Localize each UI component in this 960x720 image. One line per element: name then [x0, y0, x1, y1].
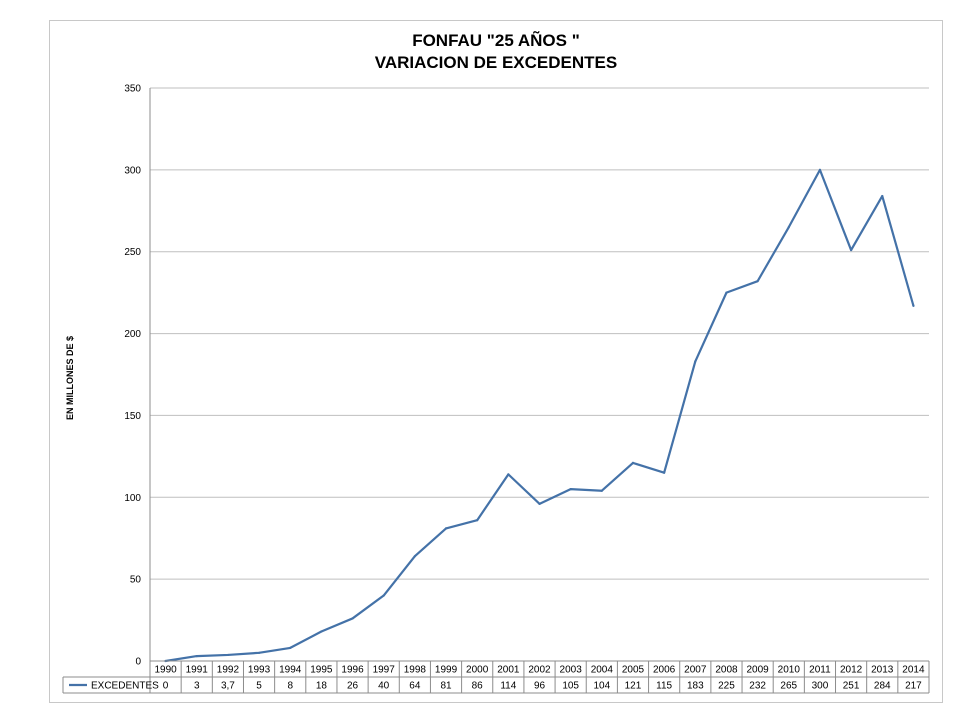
y-tick-label: 0: [135, 657, 141, 668]
chart-title-block: FONFAU "25 AÑOS " VARIACION DE EXCEDENTE…: [49, 30, 943, 74]
table-value: 0: [163, 681, 169, 692]
table-header-year: 2007: [684, 665, 707, 676]
table-value: 265: [780, 681, 797, 692]
y-tick-label: 250: [124, 247, 141, 258]
table-header-year: 2003: [560, 665, 583, 676]
table-value: 3,7: [221, 681, 235, 692]
table-header-year: 2010: [778, 665, 801, 676]
table-header-year: 2002: [528, 665, 551, 676]
chart-subtitle: VARIACION DE EXCEDENTES: [374, 53, 618, 72]
table-value: 183: [687, 681, 704, 692]
series-lines: [164, 168, 915, 663]
table-header-year: 1991: [186, 665, 209, 676]
data-table: 1990 1991 1992 1993 1994 1995 1996 1997 1998 1999…: [62, 660, 930, 694]
table-value: 64: [409, 681, 421, 692]
table-value: 81: [440, 681, 452, 692]
table-value: 284: [874, 681, 891, 692]
data-point: [538, 502, 541, 505]
data-point: [663, 471, 666, 474]
y-tick-label: 200: [124, 329, 141, 340]
data-point: [351, 617, 354, 620]
table-value: 121: [625, 681, 642, 692]
chart-frame: [49, 20, 943, 703]
table-header-year: 1992: [217, 665, 240, 676]
data-point: [507, 473, 510, 476]
table-value: 114: [500, 681, 516, 692]
table-value: 5: [256, 681, 262, 692]
table-header-year: 1996: [341, 665, 364, 676]
y-tick-label: 50: [130, 575, 142, 586]
data-point: [195, 654, 198, 658]
table-header-year: 2000: [466, 665, 489, 676]
table-value: 217: [905, 681, 922, 692]
table-header-year: 2011: [809, 665, 831, 676]
data-point: [382, 594, 385, 597]
table-header-year: 1998: [404, 665, 427, 676]
gridlines: [149, 87, 929, 662]
data-point: [725, 291, 728, 294]
chart-title: FONFAU "25 AÑOS ": [412, 31, 580, 50]
data-point: [787, 226, 790, 229]
table-header-year: 1994: [279, 665, 302, 676]
table-header-year: 2008: [715, 665, 738, 676]
table-value: 115: [656, 681, 672, 692]
table-value: 251: [843, 681, 860, 692]
table-value: 232: [749, 681, 766, 692]
data-point: [226, 653, 229, 657]
table-header-year: 1999: [435, 665, 458, 676]
table-header-year: 1990: [154, 665, 177, 676]
table-value: 26: [347, 681, 359, 692]
y-tick-label: 100: [124, 493, 141, 504]
table-header-year: 2013: [871, 665, 894, 676]
data-point: [600, 489, 603, 492]
table-value: 8: [287, 681, 293, 692]
data-point: [320, 630, 323, 633]
table-header-year: 1995: [310, 665, 333, 676]
table-header-year: 2006: [653, 665, 676, 676]
table-value: 96: [534, 681, 546, 692]
data-point: [694, 360, 697, 363]
table-value: 40: [378, 681, 390, 692]
table-value: 86: [472, 681, 484, 692]
data-point: [818, 168, 822, 171]
table-header-year: 1993: [248, 665, 271, 676]
data-point: [569, 488, 572, 491]
table-header-year: 1997: [373, 665, 396, 676]
table-header-year: 2014: [902, 665, 925, 676]
data-point: [476, 519, 479, 522]
data-point: [881, 194, 884, 198]
data-point: [756, 280, 759, 283]
table-header-year: 2004: [591, 665, 614, 676]
data-point: [912, 304, 915, 307]
y-tick-label: 300: [124, 165, 141, 176]
y-tick-label: 350: [124, 84, 141, 95]
data-point: [850, 248, 853, 252]
table-value: 300: [812, 681, 829, 692]
y-axis-ticks: 0 50 100 150 200 250 300 350: [124, 84, 141, 668]
table-value: 105: [562, 681, 579, 692]
data-point: [289, 646, 292, 650]
table-header-year: 2012: [840, 665, 863, 676]
y-tick-label: 150: [124, 411, 141, 422]
data-point: [631, 461, 635, 465]
table-value: 3: [194, 681, 200, 692]
table-header-year: 2001: [497, 665, 520, 676]
data-point: [444, 527, 448, 530]
legend-label: EXCEDENTES: [91, 681, 159, 692]
data-point: [413, 555, 416, 558]
y-axis-title: EN MILLONES DE $: [65, 336, 75, 420]
data-point: [257, 651, 261, 654]
table-value: 18: [316, 681, 328, 692]
table-value: 225: [718, 681, 735, 692]
table-header-year: 2005: [622, 665, 645, 676]
table-header-year: 2009: [746, 665, 769, 676]
table-value: 104: [593, 681, 610, 692]
